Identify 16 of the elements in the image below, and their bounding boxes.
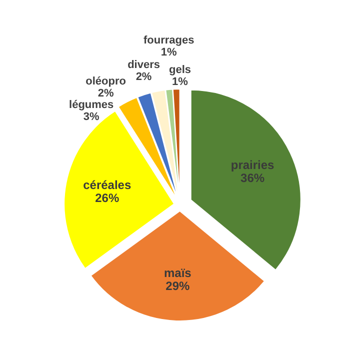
data-label: 2% xyxy=(98,87,114,100)
data-label: 1% xyxy=(160,46,178,58)
slice-label: légumes xyxy=(69,98,114,111)
data-label: 26% xyxy=(95,191,120,206)
data-label: 1% xyxy=(172,76,188,88)
slice-label: prairies xyxy=(230,158,275,172)
slice-label: gels xyxy=(168,64,192,76)
slice-label: oléopro xyxy=(86,75,126,88)
data-label: 3% xyxy=(83,110,100,123)
data-label: 2% xyxy=(136,70,152,83)
slice-label: fourrages xyxy=(143,34,194,46)
slice-label: céréales xyxy=(83,178,132,192)
data-label: 36% xyxy=(240,170,265,185)
data-label: 29% xyxy=(166,279,190,294)
slice-label: divers xyxy=(128,58,160,71)
slice-label: maïs xyxy=(164,266,192,280)
